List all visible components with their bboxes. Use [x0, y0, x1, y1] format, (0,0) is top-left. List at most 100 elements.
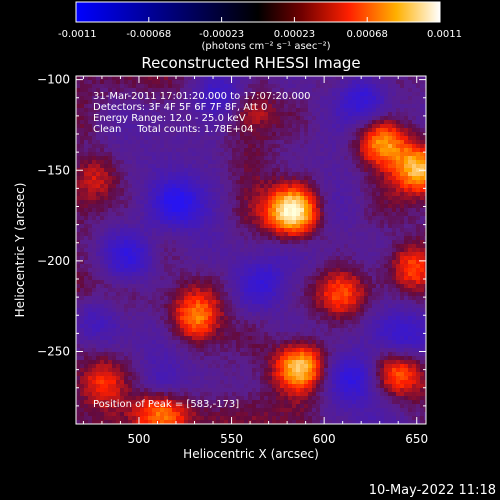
- heatmap-pixel: [372, 220, 377, 225]
- heatmap-pixel: [252, 108, 257, 113]
- heatmap-pixel: [108, 140, 113, 145]
- heatmap-pixel: [288, 164, 293, 169]
- heatmap-pixel: [256, 264, 261, 269]
- heatmap-pixel: [256, 92, 261, 97]
- heatmap-pixel: [388, 164, 393, 169]
- heatmap-pixel: [148, 296, 153, 301]
- heatmap-pixel: [296, 104, 301, 109]
- heatmap-pixel: [400, 180, 405, 185]
- heatmap-pixel: [168, 236, 173, 241]
- heatmap-pixel: [264, 116, 269, 121]
- heatmap-pixel: [424, 240, 426, 245]
- heatmap-pixel: [192, 256, 197, 261]
- heatmap-pixel: [188, 88, 193, 93]
- heatmap-pixel: [124, 164, 129, 169]
- heatmap-pixel: [212, 248, 217, 253]
- heatmap-pixel: [404, 88, 409, 93]
- heatmap-pixel: [232, 272, 237, 277]
- heatmap-pixel: [284, 216, 289, 221]
- heatmap-pixel: [308, 164, 313, 169]
- heatmap-pixel: [384, 188, 389, 193]
- heatmap-pixel: [260, 236, 265, 241]
- heatmap-pixel: [352, 104, 357, 109]
- heatmap-pixel: [120, 204, 125, 209]
- heatmap-pixel: [160, 212, 165, 217]
- heatmap-pixel: [308, 104, 313, 109]
- heatmap-pixel: [376, 164, 381, 169]
- heatmap-pixel: [176, 96, 181, 101]
- heatmap-pixel: [120, 188, 125, 193]
- heatmap-pixel: [188, 184, 193, 189]
- heatmap-pixel: [356, 88, 361, 93]
- heatmap-pixel: [180, 272, 185, 277]
- heatmap-pixel: [208, 244, 213, 249]
- heatmap-pixel: [88, 120, 93, 125]
- heatmap-pixel: [288, 172, 293, 177]
- heatmap-pixel: [88, 192, 93, 197]
- heatmap-pixel: [376, 120, 381, 125]
- heatmap-pixel: [316, 164, 321, 169]
- heatmap-pixel: [404, 272, 409, 277]
- heatmap-pixel: [280, 280, 285, 285]
- heatmap-pixel: [148, 220, 153, 225]
- heatmap-image: [76, 76, 426, 424]
- heatmap-pixel: [424, 84, 426, 89]
- heatmap-pixel: [176, 216, 181, 221]
- heatmap-pixel: [364, 92, 369, 97]
- heatmap-pixel: [308, 196, 313, 201]
- heatmap-pixel: [368, 292, 373, 297]
- heatmap-pixel: [100, 116, 105, 121]
- heatmap-pixel: [392, 180, 397, 185]
- heatmap-pixel: [272, 176, 277, 181]
- heatmap-pixel: [364, 280, 369, 285]
- heatmap-pixel: [116, 296, 121, 301]
- heatmap-pixel: [352, 236, 357, 241]
- heatmap-pixel: [368, 100, 373, 105]
- heatmap-pixel: [144, 212, 149, 217]
- heatmap-pixel: [292, 236, 297, 241]
- heatmap-pixel: [304, 112, 309, 117]
- heatmap-pixel: [92, 268, 97, 273]
- heatmap-pixel: [140, 160, 145, 165]
- heatmap-pixel: [236, 264, 241, 269]
- heatmap-pixel: [104, 300, 109, 305]
- heatmap-pixel: [132, 116, 137, 121]
- heatmap-pixel: [364, 88, 369, 93]
- heatmap-pixel: [256, 200, 261, 205]
- heatmap-pixel: [324, 140, 329, 145]
- heatmap-pixel: [224, 148, 229, 153]
- heatmap-pixel: [96, 76, 101, 81]
- heatmap-pixel: [384, 164, 389, 169]
- heatmap-pixel: [108, 260, 113, 265]
- heatmap-pixel: [124, 200, 129, 205]
- heatmap-pixel: [100, 144, 105, 149]
- heatmap-pixel: [92, 244, 97, 249]
- heatmap-pixel: [288, 160, 293, 165]
- heatmap-pixel: [336, 96, 341, 101]
- heatmap-pixel: [312, 284, 317, 289]
- heatmap-pixel: [208, 212, 213, 217]
- heatmap-pixel: [228, 76, 233, 81]
- heatmap-pixel: [188, 140, 193, 145]
- heatmap-pixel: [164, 236, 169, 241]
- heatmap-pixel: [380, 100, 385, 105]
- heatmap-pixel: [208, 224, 213, 229]
- heatmap-pixel: [148, 288, 153, 293]
- heatmap-pixel: [220, 288, 225, 293]
- heatmap-pixel: [268, 128, 273, 133]
- heatmap-pixel: [384, 92, 389, 97]
- heatmap-pixel: [324, 264, 329, 269]
- heatmap-pixel: [340, 124, 345, 129]
- heatmap-pixel: [100, 204, 105, 209]
- heatmap-pixel: [204, 216, 209, 221]
- heatmap-pixel: [116, 176, 121, 181]
- heatmap-pixel: [152, 156, 157, 161]
- heatmap-pixel: [288, 96, 293, 101]
- heatmap-pixel: [352, 80, 357, 85]
- heatmap-pixel: [152, 224, 157, 229]
- heatmap-pixel: [152, 284, 157, 289]
- heatmap-pixel: [376, 236, 381, 241]
- heatmap-pixel: [376, 144, 381, 149]
- heatmap-pixel: [348, 104, 353, 109]
- heatmap-pixel: [100, 128, 105, 133]
